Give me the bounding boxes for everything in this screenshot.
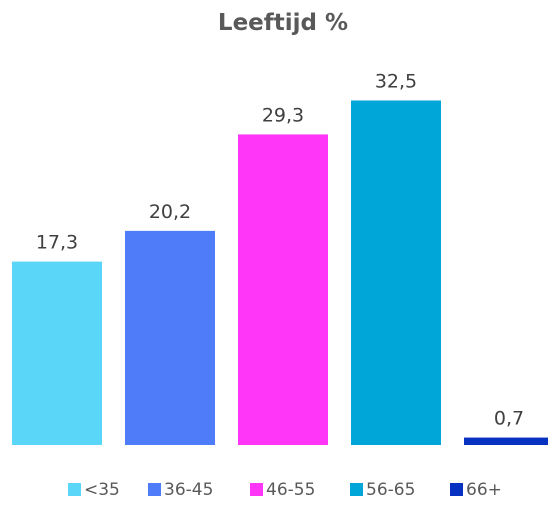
legend-label-5: 66+	[466, 480, 502, 500]
bar-5	[464, 437, 548, 445]
legend-label-3: 46-55	[266, 480, 315, 500]
data-labels-group: 17,3 20,2 29,3 32,5 0,7	[36, 71, 524, 430]
bar-2	[125, 230, 215, 445]
legend-label-1: <35	[84, 480, 120, 500]
legend-swatch-2	[148, 483, 161, 496]
legend-label-4: 56-65	[366, 480, 415, 500]
data-label-2: 20,2	[149, 201, 191, 223]
bar-4	[351, 100, 441, 445]
legend-swatch-1	[68, 483, 81, 496]
data-label-4: 32,5	[375, 71, 417, 93]
bar-3	[238, 134, 328, 446]
data-label-1: 17,3	[36, 232, 78, 254]
data-label-5: 0,7	[494, 408, 524, 430]
bars-group	[12, 100, 548, 446]
chart-title: Leeftijd %	[218, 10, 348, 36]
legend-swatch-3	[250, 483, 263, 496]
bar-1	[12, 261, 102, 445]
legend: <35 36-45 46-55 56-65 66+	[68, 480, 502, 500]
legend-label-2: 36-45	[164, 480, 213, 500]
legend-swatch-4	[350, 483, 363, 496]
legend-swatch-5	[450, 483, 463, 496]
data-label-3: 29,3	[262, 104, 304, 126]
